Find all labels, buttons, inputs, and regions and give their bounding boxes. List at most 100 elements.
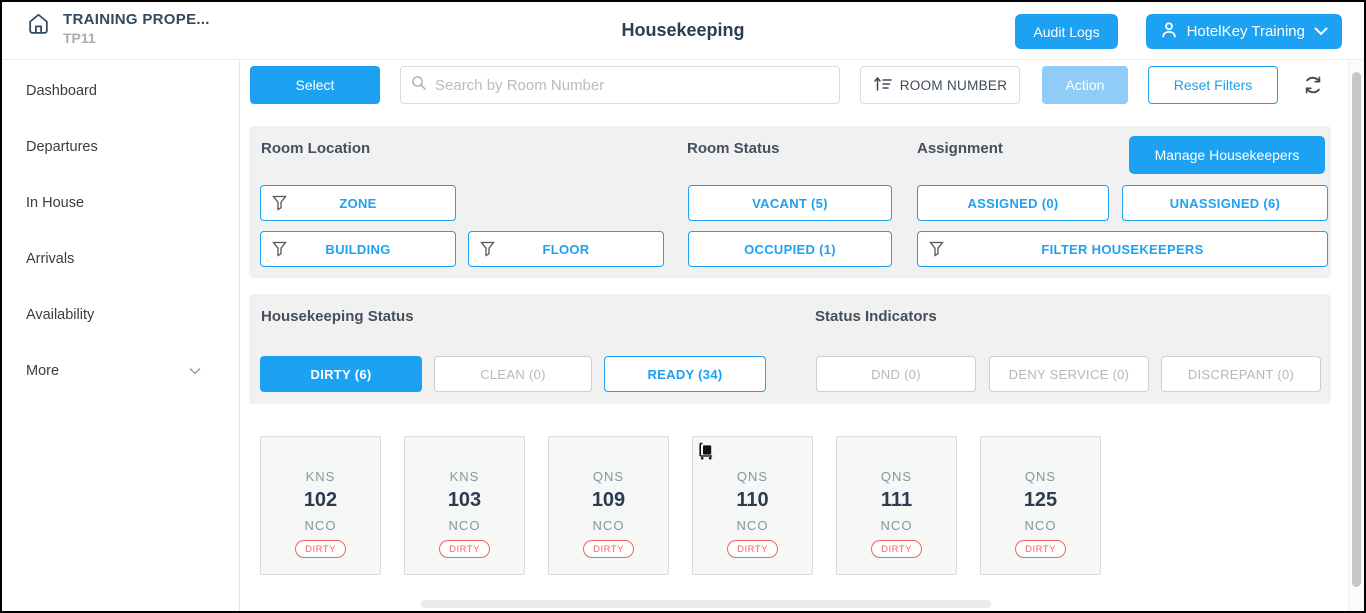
filter-housekeepers-button[interactable]: FILTER HOUSEKEEPERS — [917, 231, 1328, 267]
room-card[interactable]: QNS 125 NCO DIRTY — [980, 436, 1101, 575]
vacant-filter-button[interactable]: VACANT (5) — [688, 185, 892, 221]
room-rate-code: NCO — [1024, 518, 1057, 533]
room-status-title: Room Status — [687, 140, 780, 157]
room-rate-code: NCO — [448, 518, 481, 533]
room-type: QNS — [1024, 469, 1057, 484]
user-menu-button[interactable]: HotelKey Training — [1145, 14, 1342, 49]
room-status-badge: DIRTY — [1015, 540, 1066, 558]
room-card[interactable]: QNS 111 NCO DIRTY — [836, 436, 957, 575]
sidebar-item-label: Availability — [26, 307, 95, 323]
user-menu-label: HotelKey Training — [1186, 23, 1305, 40]
housekeeping-status-title: Housekeeping Status — [261, 308, 414, 325]
zone-filter-button[interactable]: ZONE — [260, 185, 456, 221]
search-icon — [411, 75, 427, 96]
chevron-down-icon — [189, 363, 201, 379]
room-rate-code: NCO — [304, 518, 337, 533]
room-number: 109 — [591, 489, 626, 511]
room-number: 125 — [1023, 489, 1058, 511]
room-status-badge: DIRTY — [439, 540, 490, 558]
home-icon — [26, 11, 51, 41]
sidebar-item-availability[interactable]: Availability — [2, 287, 239, 343]
reset-filters-button[interactable]: Reset Filters — [1148, 66, 1278, 104]
audit-logs-button[interactable]: Audit Logs — [1015, 14, 1118, 49]
sidebar-item-arrivals[interactable]: Arrivals — [2, 231, 239, 287]
refresh-icon[interactable] — [1300, 66, 1326, 104]
property-brand[interactable]: TRAINING PROPE... TP11 — [26, 11, 210, 46]
dnd-filter-button[interactable]: DND (0) — [816, 356, 976, 392]
filter-icon — [272, 241, 287, 260]
zone-filter-label: ZONE — [339, 195, 377, 211]
filters-panel: Room Location ZONE BUILDING FLOOR Room S… — [249, 126, 1331, 278]
vertical-scrollbar[interactable] — [1348, 60, 1364, 611]
room-type: QNS — [880, 469, 913, 484]
room-card[interactable]: QNS 109 NCO DIRTY — [548, 436, 669, 575]
sort-icon — [873, 76, 892, 95]
assignment-title: Assignment — [917, 140, 1003, 157]
room-rate-code: NCO — [736, 518, 769, 533]
room-status-badge: DIRTY — [583, 540, 634, 558]
user-icon — [1160, 21, 1178, 43]
discrepant-filter-button[interactable]: DISCREPANT (0) — [1161, 356, 1321, 392]
sidebar-item-departures[interactable]: Departures — [2, 119, 239, 175]
room-card[interactable]: KNS 103 NCO DIRTY — [404, 436, 525, 575]
sidebar-item-label: Arrivals — [26, 251, 75, 267]
sidebar-item-label: Dashboard — [26, 83, 97, 99]
room-number: 110 — [736, 489, 769, 511]
sort-label: ROOM NUMBER — [899, 77, 1008, 93]
select-button[interactable]: Select — [250, 66, 380, 104]
action-button[interactable]: Action — [1042, 66, 1128, 104]
filter-housekeepers-label: FILTER HOUSEKEEPERS — [1041, 241, 1204, 257]
filter-icon — [272, 195, 287, 214]
room-card[interactable]: KNS 102 NCO DIRTY — [260, 436, 381, 575]
sidebar-item-label: More — [26, 363, 60, 379]
sort-selector[interactable]: ROOM NUMBER — [860, 66, 1020, 104]
occupied-filter-button[interactable]: OCCUPIED (1) — [688, 231, 892, 267]
room-number: 111 — [880, 489, 913, 511]
assigned-filter-button[interactable]: ASSIGNED (0) — [917, 185, 1109, 221]
sidebar: Dashboard Departures In House Arrivals A… — [2, 60, 240, 611]
search-box — [400, 66, 840, 104]
room-rate-code: NCO — [880, 518, 913, 533]
clean-filter-button[interactable]: CLEAN (0) — [434, 356, 592, 392]
search-input[interactable] — [435, 76, 829, 94]
sidebar-item-label: Departures — [26, 139, 98, 155]
room-card-grid: KNS 102 NCO DIRTY KNS 103 NCO DIRTY QNS … — [260, 436, 1101, 575]
room-type: QNS — [736, 469, 769, 484]
manage-housekeepers-button[interactable]: Manage Housekeepers — [1129, 136, 1325, 174]
building-filter-button[interactable]: BUILDING — [260, 231, 456, 267]
room-status-badge: DIRTY — [295, 540, 346, 558]
room-location-title: Room Location — [261, 140, 371, 157]
chevron-down-icon — [1314, 23, 1328, 40]
property-code: TP11 — [63, 30, 96, 46]
unassigned-filter-button[interactable]: UNASSIGNED (6) — [1122, 185, 1328, 221]
room-rate-code: NCO — [592, 518, 625, 533]
ready-filter-button[interactable]: READY (34) — [604, 356, 766, 392]
sidebar-item-more[interactable]: More — [2, 343, 239, 399]
filter-icon — [480, 241, 495, 260]
dirty-filter-button[interactable]: DIRTY (6) — [260, 356, 422, 392]
sidebar-item-in-house[interactable]: In House — [2, 175, 239, 231]
luggage-cart-icon — [698, 442, 715, 465]
toolbar: Select ROOM NUMBER Action Reset Filters — [250, 66, 1330, 104]
sidebar-item-dashboard[interactable]: Dashboard — [2, 63, 239, 119]
room-card[interactable]: QNS 110 NCO DIRTY — [692, 436, 813, 575]
room-number: 103 — [447, 489, 482, 511]
building-filter-label: BUILDING — [325, 241, 391, 257]
top-header: TRAINING PROPE... TP11 Housekeeping Audi… — [2, 2, 1364, 60]
filter-icon — [929, 241, 944, 260]
horizontal-scrollbar[interactable] — [421, 600, 991, 608]
deny-service-filter-button[interactable]: DENY SERVICE (0) — [989, 356, 1149, 392]
room-type: KNS — [305, 469, 336, 484]
status-indicators-title: Status Indicators — [815, 308, 937, 325]
floor-filter-label: FLOOR — [542, 241, 590, 257]
property-name: TRAINING PROPE... — [63, 11, 210, 28]
room-number: 102 — [303, 489, 338, 511]
room-type: QNS — [592, 469, 625, 484]
main-content: Select ROOM NUMBER Action Reset Filters — [241, 60, 1364, 611]
scrollbar-thumb[interactable] — [1352, 72, 1361, 587]
room-status-badge: DIRTY — [727, 540, 778, 558]
sidebar-item-label: In House — [26, 195, 85, 211]
floor-filter-button[interactable]: FLOOR — [468, 231, 664, 267]
status-panel: Housekeeping Status DIRTY (6) CLEAN (0) … — [249, 294, 1331, 404]
